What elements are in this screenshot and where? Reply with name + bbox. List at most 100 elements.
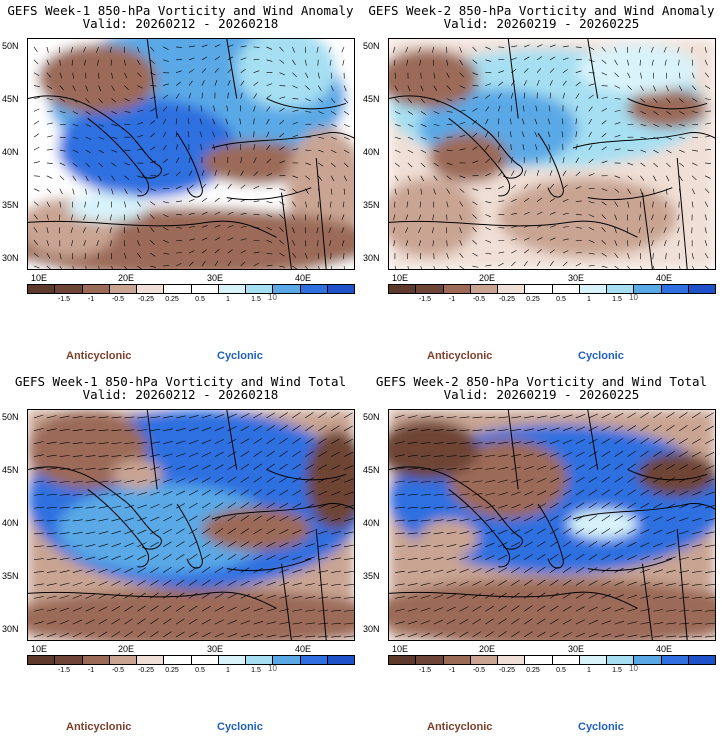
wind-vector — [292, 121, 299, 125]
wind-vector — [653, 529, 663, 535]
wind-vector — [650, 227, 654, 233]
wind-vector — [498, 529, 508, 535]
wind-vector — [663, 46, 667, 53]
wind-vector — [549, 80, 553, 86]
wind-vector — [344, 622, 354, 625]
wind-vector — [59, 570, 70, 573]
wind-vector — [472, 72, 479, 76]
wind-vector — [446, 442, 457, 445]
map-panel: GEFS Week-2 850-hPa Vorticity and Wind A… — [361, 0, 722, 371]
wind-vector — [588, 227, 595, 231]
wind-vector — [253, 502, 263, 509]
wind-vector — [588, 214, 595, 218]
colorbar-swatch — [246, 285, 274, 293]
wind-vector — [188, 579, 198, 586]
wind-vector — [253, 251, 260, 254]
latitude-label: 35N — [2, 571, 19, 581]
wind-vector — [498, 567, 508, 573]
wind-vector — [163, 46, 169, 50]
wind-vector — [266, 425, 276, 432]
wind-vector — [124, 253, 127, 259]
wind-vector — [433, 493, 444, 496]
wind-vector — [137, 592, 146, 599]
wind-vector — [330, 149, 337, 154]
wind-vector — [46, 227, 49, 234]
wind-vector — [575, 70, 582, 73]
wind-vector — [59, 85, 64, 91]
wind-vector — [266, 621, 277, 625]
wind-vector — [549, 249, 555, 254]
wind-vector — [137, 631, 146, 638]
wind-vector — [679, 425, 688, 432]
wind-vector — [162, 118, 167, 125]
wind-vector — [498, 454, 509, 457]
wind-vector — [704, 425, 714, 432]
wind-vector — [407, 454, 418, 457]
wind-vector — [407, 557, 418, 560]
wind-vector — [666, 188, 668, 195]
wind-vector — [331, 464, 341, 470]
wind-vector — [614, 148, 621, 151]
wind-vector — [692, 557, 702, 560]
wind-vector — [175, 262, 182, 267]
wind-vector — [588, 567, 598, 573]
wind-vector — [162, 131, 167, 138]
wind-vector — [407, 188, 409, 195]
wind-vector — [653, 463, 662, 470]
wind-vector — [446, 149, 453, 151]
wind-vector — [111, 455, 122, 457]
wind-vector — [318, 570, 329, 573]
wind-vector — [549, 502, 559, 509]
wind-vector — [511, 592, 520, 599]
wind-vector — [562, 170, 567, 176]
wind-vector — [110, 240, 112, 247]
wind-vector — [446, 162, 453, 166]
wind-vector — [640, 515, 650, 522]
wind-vector — [163, 478, 173, 483]
wind-vector — [227, 249, 233, 254]
panel-title: GEFS Week-2 850-hPa Vorticity and Wind A… — [368, 3, 715, 18]
wind-vector — [691, 188, 696, 195]
wind-vector — [124, 467, 135, 470]
wind-vector — [498, 416, 509, 419]
wind-vector — [199, 131, 203, 138]
wind-vector — [111, 265, 113, 269]
wind-vector — [305, 201, 308, 208]
wind-vector — [459, 455, 470, 457]
wind-vector — [124, 555, 134, 560]
wind-vector — [111, 543, 121, 548]
wind-vector — [575, 144, 578, 151]
colorbar-swatch — [688, 285, 715, 293]
wind-vector — [124, 505, 135, 509]
wind-vector — [601, 265, 608, 268]
wind-vector — [692, 609, 703, 612]
wind-vector — [343, 425, 353, 432]
wind-vector — [472, 493, 483, 496]
wind-vector — [498, 467, 509, 470]
wind-vector — [705, 557, 715, 560]
longitude-label: 40E — [656, 273, 673, 283]
wind-vector — [318, 111, 324, 115]
wind-vector — [85, 468, 96, 470]
wind-vector — [343, 478, 354, 483]
wind-vector — [150, 160, 156, 164]
wind-vector — [305, 111, 312, 113]
wind-vector — [394, 85, 398, 92]
wind-vector — [137, 227, 140, 234]
wind-vector — [692, 570, 702, 573]
wind-vector — [459, 85, 466, 89]
latitude-label: 40N — [2, 147, 19, 157]
wind-vector — [150, 579, 159, 586]
wind-vector — [188, 45, 195, 48]
wind-vector — [511, 226, 518, 228]
wind-vector — [562, 261, 568, 267]
wind-vector — [536, 453, 547, 457]
wind-vector — [305, 622, 316, 625]
wind-vector — [575, 566, 585, 573]
colorbar-swatch — [28, 656, 56, 664]
wind-vector — [536, 44, 543, 48]
wind-vector — [240, 198, 247, 202]
wind-vector — [459, 59, 463, 66]
wind-vector — [124, 59, 126, 66]
colorbar-swatch — [607, 656, 635, 664]
